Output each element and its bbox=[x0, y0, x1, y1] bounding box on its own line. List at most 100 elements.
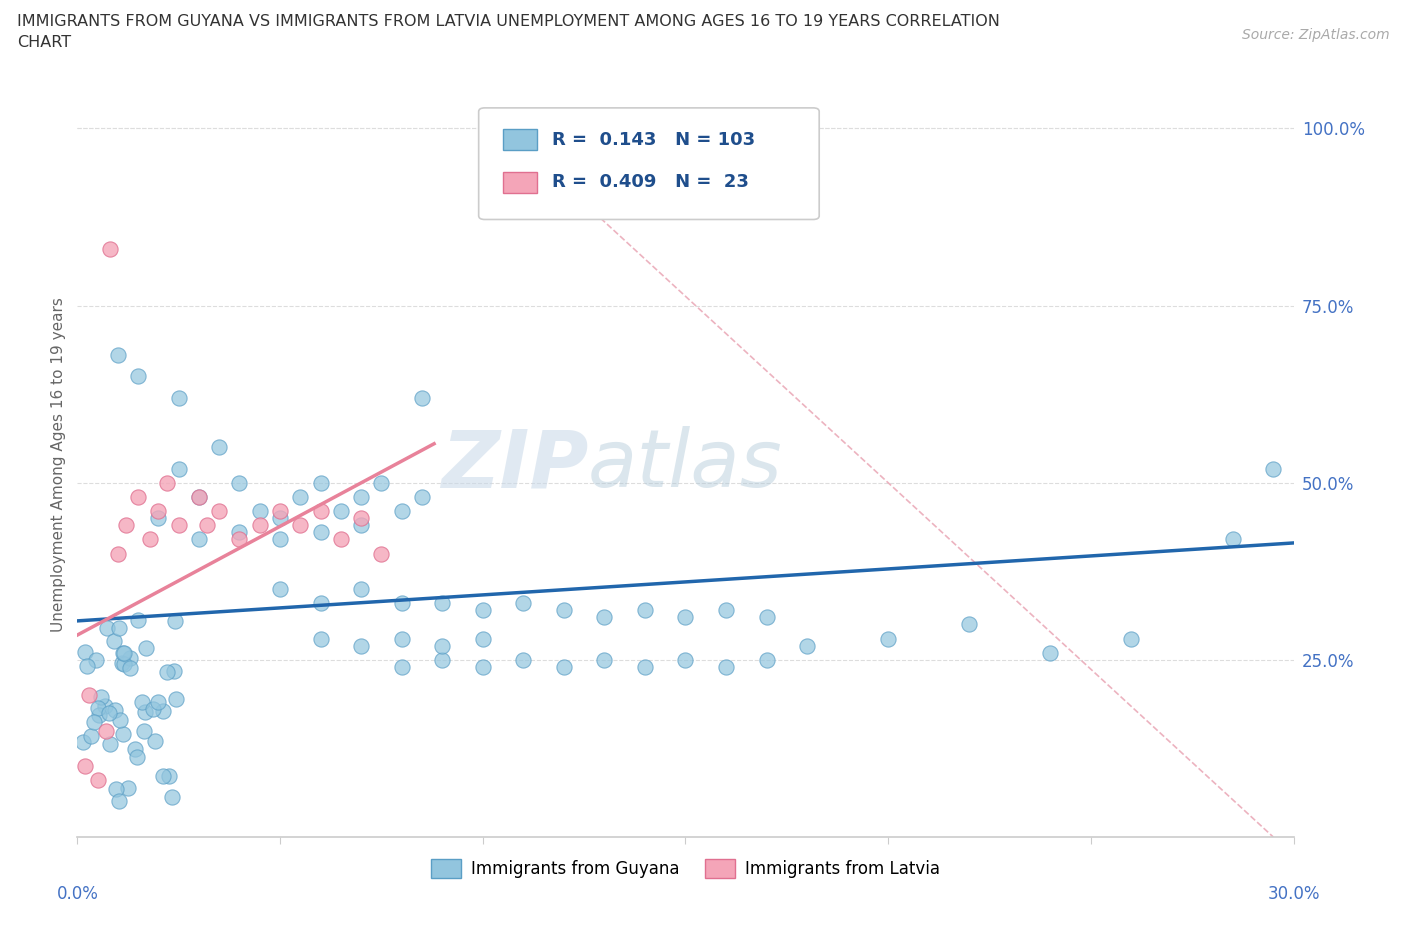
Point bbox=[350, 511, 373, 525]
Point bbox=[94, 724, 117, 738]
Point bbox=[96, 620, 118, 635]
Point bbox=[167, 461, 190, 476]
Point bbox=[309, 525, 332, 539]
Point bbox=[141, 701, 163, 716]
Point bbox=[156, 665, 179, 680]
Point bbox=[553, 659, 575, 674]
Point bbox=[90, 689, 112, 704]
Point bbox=[75, 644, 97, 659]
Point bbox=[107, 348, 129, 363]
Text: R =  0.409   N =  23: R = 0.409 N = 23 bbox=[551, 173, 748, 192]
Point bbox=[228, 475, 250, 490]
Point bbox=[411, 391, 433, 405]
Text: CHART: CHART bbox=[17, 35, 70, 50]
Text: Source: ZipAtlas.com: Source: ZipAtlas.com bbox=[1241, 28, 1389, 42]
Point bbox=[131, 694, 153, 709]
Point bbox=[195, 518, 218, 533]
Text: R =  0.143   N = 103: R = 0.143 N = 103 bbox=[551, 131, 755, 149]
Point bbox=[188, 532, 211, 547]
Point bbox=[115, 518, 138, 533]
Point bbox=[188, 489, 211, 504]
Point bbox=[269, 532, 291, 547]
Point bbox=[124, 741, 146, 756]
Point bbox=[93, 698, 115, 713]
Point bbox=[104, 781, 127, 796]
Point bbox=[228, 525, 250, 539]
Point bbox=[86, 773, 108, 788]
Legend: Immigrants from Guyana, Immigrants from Latvia: Immigrants from Guyana, Immigrants from … bbox=[425, 852, 946, 884]
Point bbox=[79, 688, 101, 703]
Point bbox=[146, 694, 169, 709]
Point bbox=[1222, 532, 1244, 547]
Point bbox=[290, 489, 312, 504]
Point bbox=[675, 610, 697, 625]
Point bbox=[350, 489, 373, 504]
Point bbox=[471, 603, 494, 618]
Point bbox=[796, 638, 818, 653]
Point bbox=[634, 659, 657, 674]
Point bbox=[87, 708, 110, 723]
Point bbox=[634, 603, 657, 618]
Point bbox=[84, 652, 107, 667]
Point bbox=[111, 656, 134, 671]
Point bbox=[111, 645, 134, 660]
Text: IMMIGRANTS FROM GUYANA VS IMMIGRANTS FROM LATVIA UNEMPLOYMENT AMONG AGES 16 TO 1: IMMIGRANTS FROM GUYANA VS IMMIGRANTS FRO… bbox=[17, 14, 1000, 29]
Point bbox=[112, 645, 135, 660]
Point bbox=[188, 489, 211, 504]
Point bbox=[309, 631, 332, 646]
Point bbox=[1121, 631, 1143, 646]
Point bbox=[152, 704, 174, 719]
Point bbox=[553, 603, 575, 618]
Point bbox=[290, 518, 312, 533]
Point bbox=[98, 242, 121, 257]
Point bbox=[108, 620, 131, 635]
Point bbox=[163, 663, 186, 678]
Point bbox=[148, 511, 170, 525]
FancyBboxPatch shape bbox=[503, 172, 537, 193]
Point bbox=[370, 546, 392, 561]
Point bbox=[309, 475, 332, 490]
Point bbox=[117, 780, 139, 795]
Point bbox=[98, 737, 121, 751]
Point bbox=[112, 657, 135, 671]
Point bbox=[134, 705, 156, 720]
Point bbox=[132, 724, 155, 738]
Point bbox=[269, 581, 291, 596]
Point bbox=[167, 391, 190, 405]
Point bbox=[714, 659, 737, 674]
Point bbox=[165, 613, 187, 628]
Text: atlas: atlas bbox=[588, 426, 783, 504]
Point bbox=[103, 634, 125, 649]
FancyBboxPatch shape bbox=[478, 108, 820, 219]
Point bbox=[167, 518, 190, 533]
Point bbox=[512, 653, 534, 668]
Point bbox=[1263, 461, 1285, 476]
Point bbox=[87, 700, 110, 715]
Point bbox=[208, 440, 231, 455]
Point bbox=[143, 734, 166, 749]
Point bbox=[430, 638, 453, 653]
Point bbox=[593, 653, 616, 668]
Point bbox=[249, 504, 271, 519]
Point bbox=[159, 769, 181, 784]
Point bbox=[155, 475, 177, 490]
Text: 30.0%: 30.0% bbox=[1267, 885, 1320, 903]
Point bbox=[391, 631, 413, 646]
Point bbox=[471, 659, 494, 674]
Point bbox=[269, 511, 291, 525]
Point bbox=[127, 750, 149, 764]
Point bbox=[370, 475, 392, 490]
Point bbox=[755, 610, 778, 625]
Point bbox=[471, 631, 494, 646]
Point bbox=[107, 546, 129, 561]
Point bbox=[350, 518, 373, 533]
Point bbox=[76, 658, 98, 673]
Point bbox=[350, 581, 373, 596]
Point bbox=[269, 504, 291, 519]
Point bbox=[430, 653, 453, 668]
Point bbox=[329, 504, 352, 519]
Point bbox=[75, 759, 97, 774]
Point bbox=[108, 794, 131, 809]
Y-axis label: Unemployment Among Ages 16 to 19 years: Unemployment Among Ages 16 to 19 years bbox=[51, 298, 66, 632]
Point bbox=[139, 532, 162, 547]
